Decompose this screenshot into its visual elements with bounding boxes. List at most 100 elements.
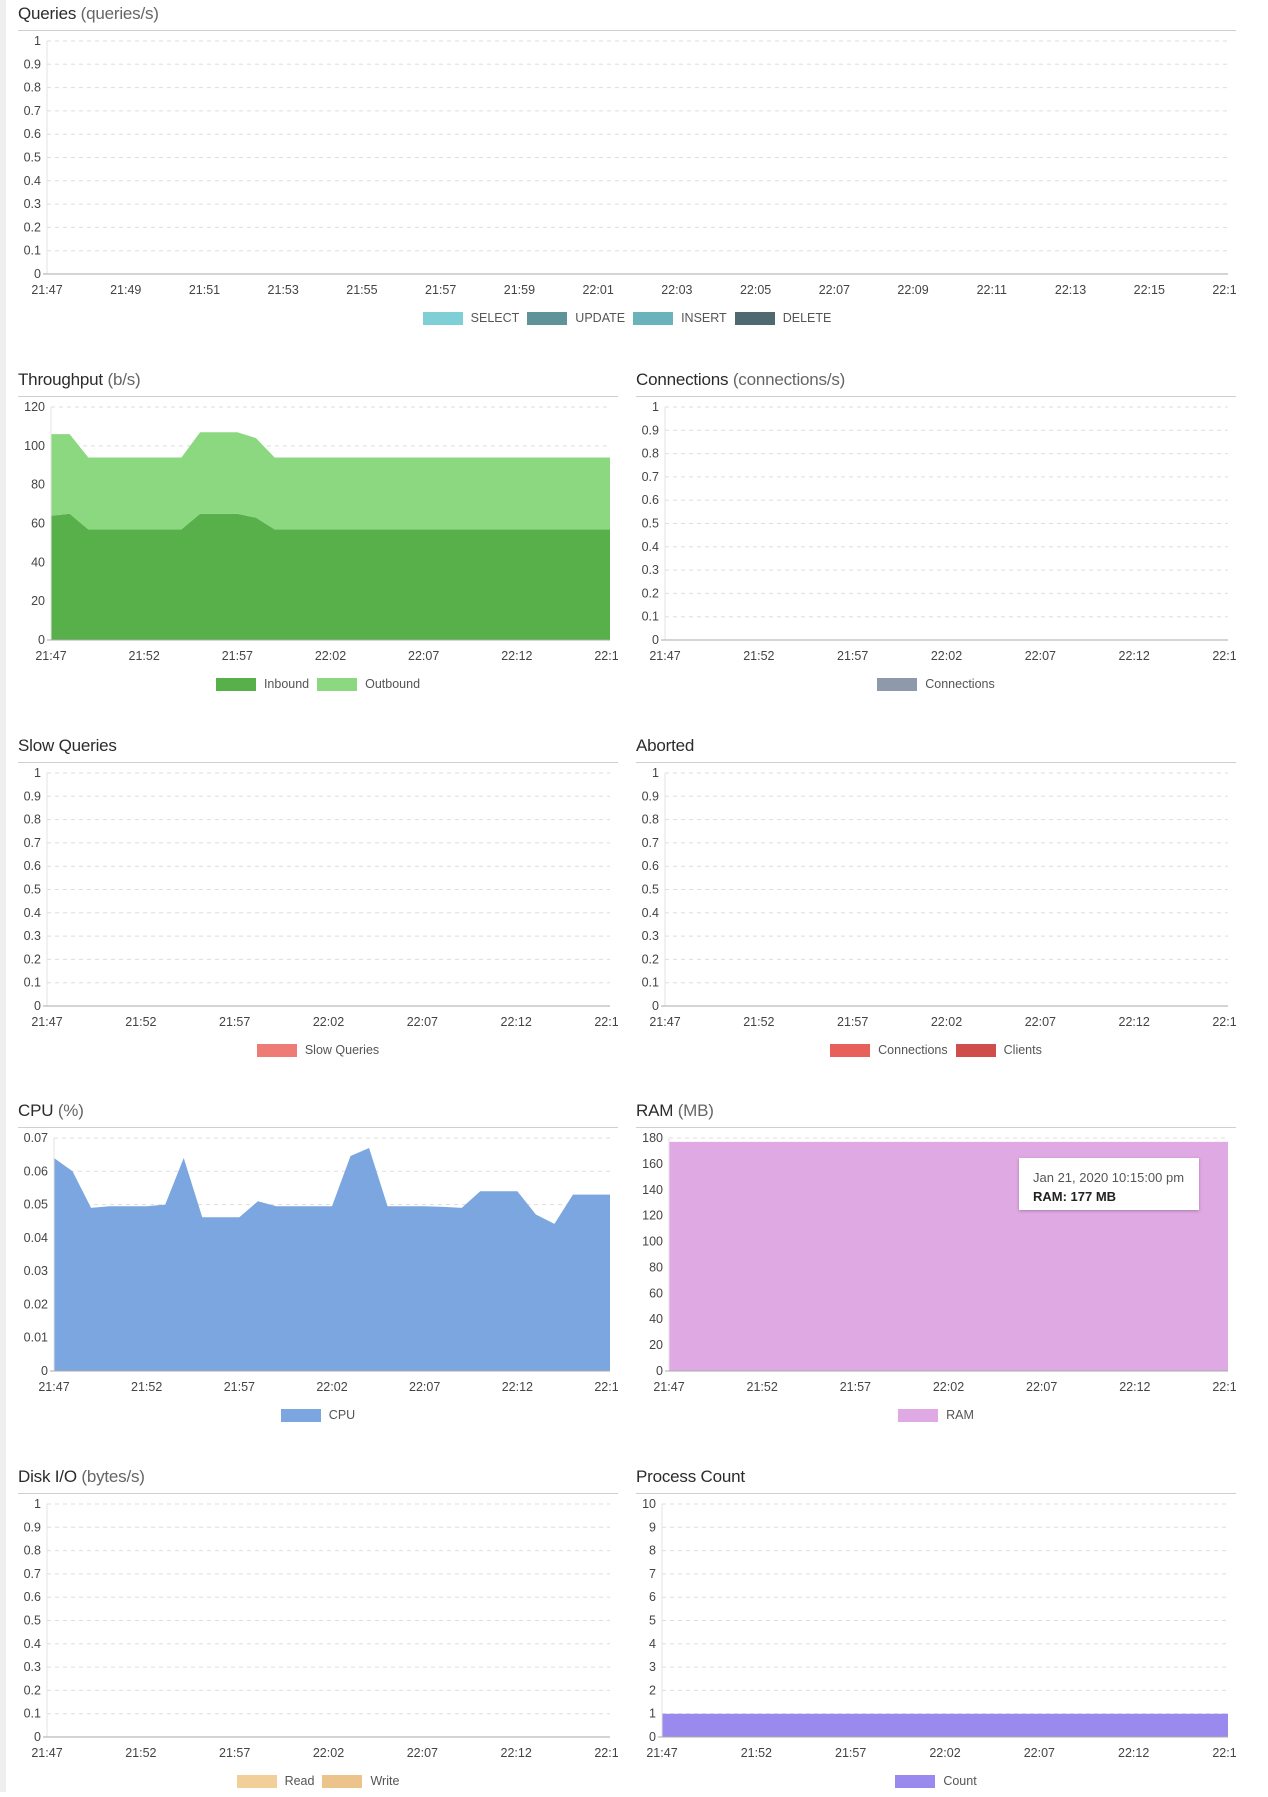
y-tick-label: 0.9 [24, 1520, 41, 1534]
x-tick-label: 22:17 [1212, 1015, 1236, 1029]
x-tick-label: 22:12 [1119, 649, 1150, 663]
legend-item-inbound[interactable]: Inbound [215, 677, 310, 691]
chart-legend: Connections Clients [636, 1042, 1236, 1058]
x-tick-label: 21:57 [219, 1746, 250, 1760]
legend-item-update[interactable]: UPDATE [527, 311, 625, 325]
y-tick-label: 0.8 [24, 81, 41, 95]
chart-title: Connections (connections/s) [636, 370, 845, 390]
chart-title-text: Throughput [18, 370, 103, 389]
y-tick-label: 100 [642, 1235, 663, 1249]
x-tick-label: 21:59 [504, 283, 535, 297]
y-tick-label: 0.2 [24, 1683, 41, 1697]
legend-swatch [895, 1774, 936, 1788]
x-tick-label: 22:12 [1119, 1015, 1150, 1029]
legend-swatch [322, 1774, 363, 1788]
legend-item-clients[interactable]: Clients [955, 1043, 1042, 1057]
legend-swatch [256, 1043, 297, 1057]
legend-label: Connections [878, 1043, 948, 1057]
legend-item-ram[interactable]: RAM [898, 1408, 974, 1422]
connections-panel: Connections (connections/s) 0 0.1 0.2 0.3 0.4… [636, 370, 1236, 700]
y-tick-label: 0 [652, 633, 659, 647]
y-tick-label: 0.9 [642, 423, 659, 437]
legend-label: Inbound [263, 677, 310, 691]
ram-panel: RAM (MB) 0 20 40 60 80 100 120 140 160 180 21:47 21:… [636, 1101, 1236, 1431]
y-tick-label: 0.6 [642, 859, 659, 873]
y-tick-label: 0 [41, 1364, 48, 1378]
legend-swatch [898, 1408, 939, 1422]
x-tick-label: 21:52 [125, 1746, 156, 1760]
y-tick-label: 0.1 [24, 244, 41, 258]
y-tick-label: 0.4 [24, 906, 41, 920]
x-tick-label: 21:47 [31, 1746, 62, 1760]
legend-swatch [422, 311, 463, 325]
x-tick-label: 21:52 [125, 1015, 156, 1029]
legend-item-select[interactable]: SELECT [422, 311, 520, 325]
y-tick-label: 1 [34, 1497, 41, 1511]
y-tick-label: 4 [649, 1637, 656, 1651]
chart-title: Slow Queries [18, 736, 117, 756]
chart-title-text: CPU [18, 1101, 54, 1120]
y-tick-label: 100 [24, 439, 45, 453]
legend-swatch [317, 677, 358, 691]
y-tick-label: 0.6 [24, 1590, 41, 1604]
x-tick-label: 22:12 [501, 1746, 532, 1760]
x-tick-label: 22:02 [929, 1746, 960, 1760]
legend-item-connections[interactable]: Connections [830, 1043, 948, 1057]
y-tick-label: 0 [34, 1730, 41, 1744]
chart-title-text: Aborted [636, 736, 695, 755]
y-tick-label: 0.03 [24, 1264, 48, 1278]
x-tick-label: 22:07 [407, 1015, 438, 1029]
y-tick-label: 1 [34, 766, 41, 780]
y-tick-label: 0.1 [642, 610, 659, 624]
x-tick-label: 21:47 [35, 649, 66, 663]
legend-item-outbound[interactable]: Outbound [317, 677, 420, 691]
legend-item-cpu[interactable]: CPU [280, 1408, 355, 1422]
legend-item-slow-queries[interactable]: Slow Queries [256, 1043, 379, 1057]
x-tick-label: 22:03 [661, 283, 692, 297]
legend-swatch [955, 1043, 996, 1057]
y-tick-label: 0.05 [24, 1198, 48, 1212]
y-tick-label: 7 [649, 1567, 656, 1581]
y-tick-label: 0.2 [24, 952, 41, 966]
y-tick-label: 60 [31, 517, 45, 531]
area-inbound [51, 513, 610, 640]
chart-svg: 0 0.1 0.2 0.3 0.4 0.5 0.6 0.7 0.8 0.9 1 21:47 21:52 2… [642, 400, 1236, 663]
y-tick-label: 3 [649, 1660, 656, 1674]
chart-unit: (b/s) [107, 370, 141, 389]
chart-unit: (connections/s) [732, 370, 846, 389]
disk-io-panel: Disk I/O (bytes/s) 0 0.1 0.2 0.3 0.4 0.5 0.6 0.7… [18, 1467, 618, 1797]
chart-title: CPU (%) [18, 1101, 84, 1121]
legend-item-delete[interactable]: DELETE [734, 311, 831, 325]
x-tick-label: 21:57 [219, 1015, 250, 1029]
x-tick-label: 21:52 [131, 1380, 162, 1394]
x-tick-label: 22:05 [740, 283, 771, 297]
y-tick-label: 0.04 [24, 1231, 48, 1245]
x-tick-label: 22:07 [1025, 649, 1056, 663]
chart-legend: Connections [636, 676, 1236, 692]
chart-title: Aborted [636, 736, 694, 756]
y-tick-label: 0.2 [642, 952, 659, 966]
y-tick-label: 0.6 [24, 859, 41, 873]
legend-item-count[interactable]: Count [895, 1774, 977, 1788]
y-tick-label: 0.7 [642, 836, 659, 850]
x-tick-label: 21:47 [31, 1015, 62, 1029]
legend-item-read[interactable]: Read [236, 1774, 314, 1788]
chart-unit: (queries/s) [80, 4, 159, 23]
y-tick-label: 0 [38, 633, 45, 647]
y-tick-label: 180 [642, 1131, 663, 1145]
chart-title-text: Disk I/O [18, 1467, 77, 1486]
legend-label: SELECT [470, 311, 520, 325]
chart-unit: (%) [57, 1101, 84, 1120]
y-tick-label: 20 [649, 1338, 663, 1352]
legend-item-insert[interactable]: INSERT [633, 311, 727, 325]
legend-item-write[interactable]: Write [322, 1774, 399, 1788]
chart-svg: 0 0.1 0.2 0.3 0.4 0.5 0.6 0.7 0.8 0.9 1 21:47 21:52 2… [24, 1497, 618, 1760]
legend-item-connections[interactable]: Connections [877, 677, 995, 691]
y-tick-label: 0 [34, 999, 41, 1013]
chart-title-text: Connections [636, 370, 729, 389]
x-tick-label: 21:52 [747, 1380, 778, 1394]
x-tick-label: 22:17 [1212, 283, 1236, 297]
x-tick-label: 22:15 [1134, 283, 1165, 297]
y-tick-label: 1 [649, 1707, 656, 1721]
x-tick-label: 22:17 [594, 1746, 618, 1760]
